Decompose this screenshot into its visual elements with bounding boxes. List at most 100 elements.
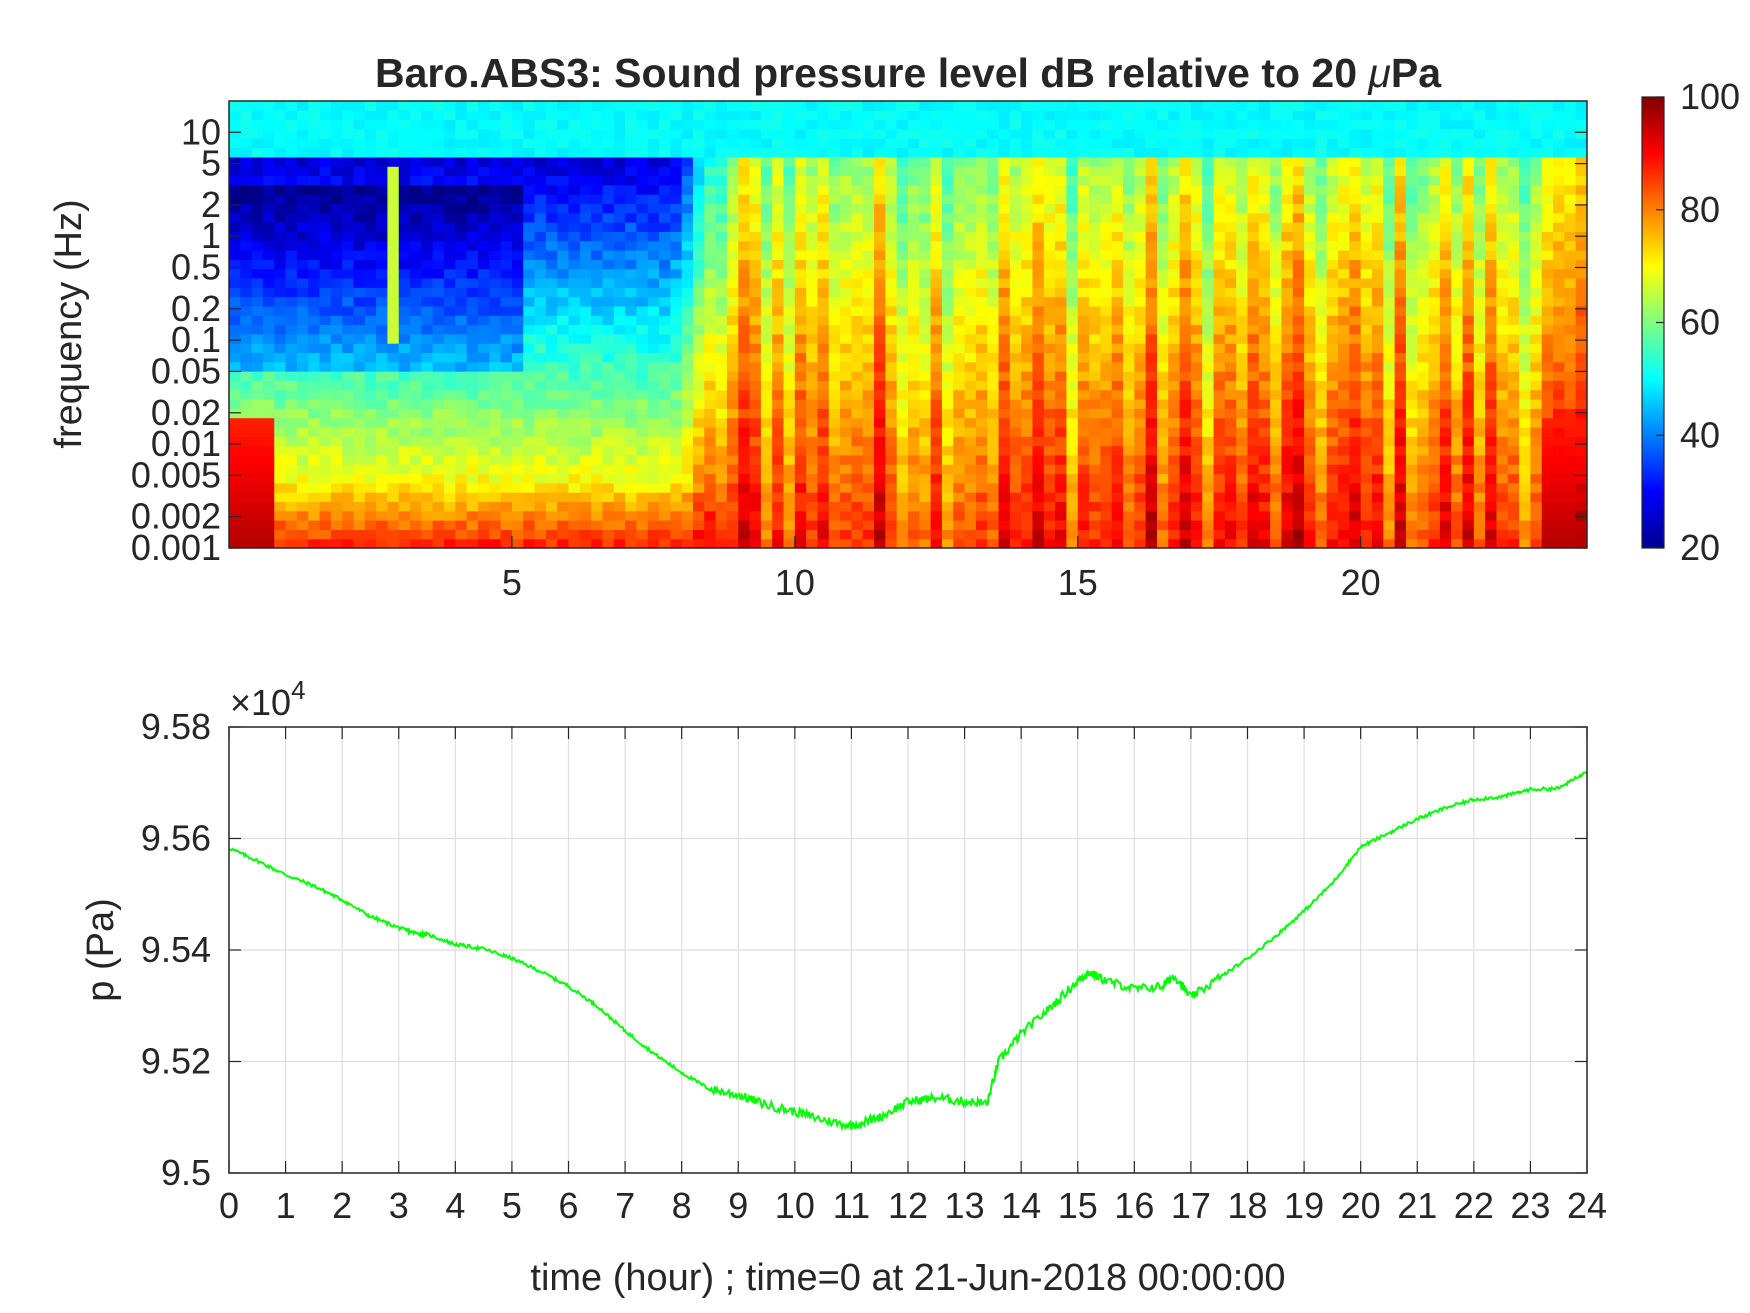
spectrogram-cell: [1202, 296, 1215, 307]
spectrogram-cell: [817, 464, 830, 475]
spectrogram-cell: [840, 324, 853, 335]
spectrogram-cell: [1292, 184, 1305, 195]
spectrogram-cell: [964, 250, 977, 260]
spectrogram-cell: [1349, 520, 1362, 530]
spectrogram-cell: [1371, 287, 1384, 298]
spectrogram-cell: [308, 482, 321, 493]
spectrogram-cell: [772, 268, 785, 279]
spectrogram-cell: [670, 110, 683, 121]
spectrogram-cell: [1371, 380, 1384, 391]
spectrogram-cell: [772, 408, 785, 419]
spectrogram-cell: [319, 538, 332, 548]
spectrogram-cell: [975, 389, 988, 400]
spectrogram-cell: [1100, 333, 1113, 344]
spectrogram-cell: [975, 268, 988, 279]
spectrogram-cell: [749, 352, 762, 363]
spectrogram-cell: [738, 436, 751, 447]
spectrogram-cell: [319, 305, 332, 316]
spectrogram-cell: [296, 296, 309, 307]
spectrogram-cell: [1021, 492, 1034, 503]
spectrogram-cell: [511, 194, 524, 205]
spectrogram-cell: [1123, 268, 1135, 279]
spectrogram-cell: [1338, 277, 1350, 288]
spectrogram-cell: [1292, 194, 1305, 205]
spectrogram-cell: [319, 128, 332, 139]
spectrogram-cell: [1236, 464, 1249, 475]
spectrogram-cell: [511, 203, 524, 214]
spectrogram-cell: [1009, 222, 1022, 232]
spectrogram-cell: [1021, 529, 1034, 540]
spectrogram-cell: [1123, 222, 1135, 232]
spectrogram-cell: [353, 212, 366, 223]
spectrogram-cell: [1156, 101, 1169, 111]
spectrogram-cell: [625, 231, 637, 242]
spectrogram-cell: [726, 501, 739, 512]
spectrogram-cell: [908, 315, 920, 326]
spectrogram-cell: [557, 343, 570, 354]
spectrogram-cell: [376, 175, 389, 186]
spectrogram-cell: [1304, 268, 1316, 279]
spectrogram-cell: [783, 119, 796, 130]
spectrogram-cell: [953, 240, 966, 251]
spectrogram-cell: [896, 454, 909, 465]
spectrogram-cell: [568, 184, 581, 195]
spectrogram-cell: [1247, 529, 1260, 540]
spectrogram-cell: [511, 324, 524, 335]
spectrogram-cell: [1100, 110, 1113, 121]
spectrogram-cell: [477, 343, 490, 354]
spectrogram-cell: [534, 212, 547, 223]
spectrogram-cell: [432, 268, 445, 279]
spectrogram-cell: [296, 305, 309, 316]
spectrogram-cell: [930, 147, 943, 158]
spectrogram-cell: [1224, 408, 1237, 419]
spectrogram-cell: [1383, 166, 1396, 177]
spectrogram-cell: [885, 277, 898, 288]
spectrogram-cell: [1100, 287, 1113, 298]
spectrogram-cell: [534, 324, 547, 335]
spectrogram-cell: [1326, 166, 1339, 177]
spectrogram-cell: [987, 212, 1000, 223]
spectrogram-cell: [330, 240, 343, 251]
spectrogram-cell: [466, 426, 479, 437]
spectrogram-cell: [681, 520, 694, 530]
spectrogram-cell: [398, 454, 411, 465]
spectrogram-cell: [602, 408, 615, 419]
spectrogram-cell: [285, 147, 298, 158]
spectrogram-cell: [523, 315, 536, 326]
spectrogram-cell: [1123, 287, 1135, 298]
spectrogram-cell: [1077, 473, 1090, 484]
spectrogram-cell: [421, 399, 434, 409]
spectrogram-cell: [568, 445, 581, 456]
spectrogram-cell: [625, 222, 637, 232]
spectrogram-cell: [1123, 101, 1135, 111]
spectrogram-cell: [1156, 482, 1169, 493]
spectrogram-cell: [591, 436, 604, 447]
spectrogram-cell: [410, 166, 422, 177]
spectrogram-cell: [500, 529, 513, 540]
spectrogram-cell: [692, 119, 705, 130]
spectrogram-cell: [1100, 510, 1113, 521]
spectrogram-cell: [1123, 184, 1135, 195]
spectrogram-cell: [398, 408, 411, 419]
spectrogram-cell: [1066, 445, 1079, 456]
spectrogram-cell: [670, 399, 683, 409]
spectrogram-cell: [1134, 101, 1147, 111]
spectrogram-cell: [885, 240, 898, 251]
spectrogram-cell: [568, 222, 581, 232]
spectrogram-cell: [523, 333, 536, 344]
spectrogram-cell: [1270, 352, 1283, 363]
spectrogram-cell: [715, 110, 728, 121]
spectrogram-cell: [1043, 147, 1056, 158]
spectrogram-cell: [432, 445, 445, 456]
spectrogram-cell: [1179, 380, 1192, 391]
spectrogram-cell: [398, 277, 411, 288]
spectrogram-cell: [251, 259, 264, 270]
spectrogram-cell: [1258, 315, 1271, 326]
spectrogram-cell: [398, 473, 411, 484]
spectrogram-cell: [692, 194, 705, 205]
spectrogram-cell: [738, 333, 751, 344]
spectrogram-cell: [885, 529, 898, 540]
spectrogram-cell: [1281, 287, 1294, 298]
spectrogram-cell: [1304, 333, 1316, 344]
spectrogram-cell: [1032, 138, 1045, 149]
